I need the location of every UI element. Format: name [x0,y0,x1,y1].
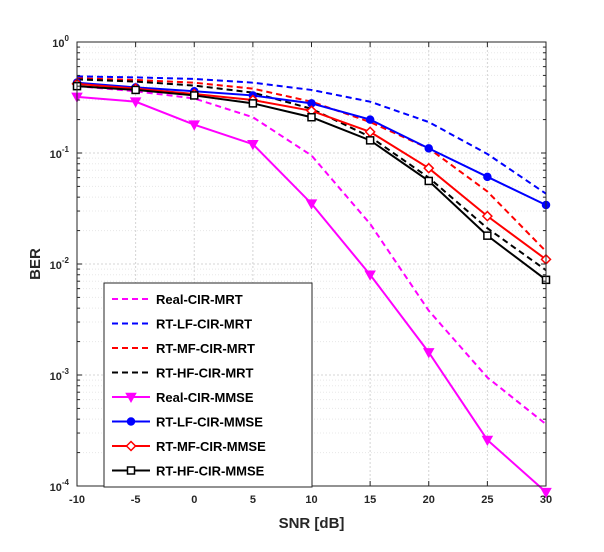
legend-entry: Real-CIR-MRT [112,292,243,307]
legend-marker [126,466,136,475]
legend-entry: Real-CIR-MMSE [112,390,254,405]
legend: Real-CIR-MRT RT-LF-CIR-MRT RT-MF-CIR-MRT RT… [103,282,313,488]
data-point [131,85,140,95]
x-tick-label: 15 [364,494,376,506]
legend-label: Real-CIR-MMSE [156,390,254,405]
legend-entry: RT-LF-CIR-MMSE [112,415,263,430]
series-rt-mf-cir-mrt [76,77,547,253]
y-tick-label: 100 [52,34,69,50]
x-tick-label: -10 [69,494,85,506]
legend-label: RT-MF-CIR-MMSE [156,439,266,454]
x-axis-label: SNR [dB] [279,515,345,532]
x-tick-label: 0 [191,494,197,506]
data-point [188,120,201,131]
series-line [76,85,547,426]
x-tick-label: -5 [131,494,141,506]
legend-label: RT-LF-CIR-MMSE [156,415,263,430]
data-point [365,136,375,145]
data-point [481,210,493,222]
data-point [424,144,433,153]
series-line [76,78,547,271]
series-rt-hf-cir-mrt [76,78,547,271]
data-point [190,91,199,100]
series-line [76,77,547,253]
y-tick-label: 10-2 [50,256,70,272]
y-tick-label: 10-4 [50,478,70,494]
series-rt-lf-cir-mrt [76,75,547,195]
data-point [365,115,375,124]
data-point [247,139,259,151]
data-point [481,435,494,446]
legend-label: RT-LF-CIR-MRT [156,317,252,332]
series-line [76,75,547,195]
axes: -10 -5 0 5 10 15 20 25 30 100 10-1 10-2 10-3 10-4 [50,34,553,506]
y-axis-label: BER [27,248,44,280]
data-point [129,97,142,108]
legend-marker [125,392,137,404]
legend-entry: RT-HF-CIR-MRT [112,366,254,381]
data-point [483,231,492,240]
legend-marker [126,417,136,426]
legend-entry: RT-HF-CIR-MMSE [112,464,265,479]
legend-entry: RT-MF-CIR-MRT [112,341,255,356]
legend-entry: RT-LF-CIR-MRT [112,317,252,332]
series-rt-hf-cir-mmse [72,81,551,285]
data-point [422,348,435,359]
series-real-cir-mrt [76,85,547,426]
x-tick-label: 30 [540,494,552,506]
data-point [483,172,492,182]
y-tick-label: 10-1 [50,145,70,161]
data-point [307,112,316,122]
y-tick-label: 10-3 [50,367,70,383]
data-point [248,99,258,108]
legend-marker [125,440,137,452]
data-point [364,270,376,281]
data-point [305,199,318,210]
legend-label: RT-HF-CIR-MRT [156,366,254,381]
legend-entry: RT-MF-CIR-MMSE [112,439,266,454]
legend-box [103,282,313,488]
x-tick-label: 5 [250,494,256,506]
legend-label: Real-CIR-MRT [156,292,243,307]
data-point [423,162,435,174]
legend-label: RT-MF-CIR-MRT [156,341,255,356]
x-tick-label: 10 [305,494,317,506]
data-point [424,176,433,186]
x-tick-label: 20 [423,494,435,506]
legend-label: RT-HF-CIR-MMSE [156,464,265,479]
plot-series [71,75,552,499]
data-point [540,487,552,499]
x-tick-label: 25 [481,494,493,506]
